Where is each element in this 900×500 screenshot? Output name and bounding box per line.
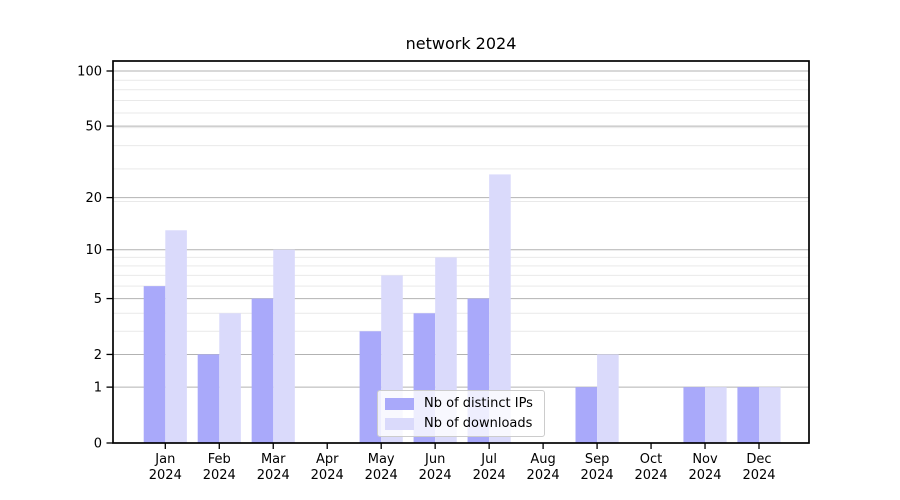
x-tick-label: Jul 2024 [473,452,506,483]
x-tick-label: May 2024 [365,452,398,483]
chart-title: network 2024 [405,34,517,53]
x-tick-label: Feb 2024 [203,452,236,483]
bar-distinct-ips-may [359,331,382,443]
x-tick-label: Mar 2024 [257,452,290,483]
x-tick-label: Dec 2024 [742,452,775,483]
bar-downloads-sep [597,354,619,443]
x-tick-label: Apr 2024 [311,452,344,483]
bar-distinct-ips-dec [737,387,759,443]
x-tick-label: Nov 2024 [688,452,721,483]
legend-swatch-distinct-ips [385,397,414,410]
legend-label-distinct-ips: Nb of distinct IPs [424,396,533,411]
y-tick-label: 1 [94,381,102,396]
plot-border [112,60,810,444]
y-tick-label: 5 [94,292,102,307]
legend-label-downloads: Nb of downloads [424,416,533,431]
bar-distinct-ips-nov [683,387,706,443]
legend-entry-downloads: Nb of downloads [385,415,536,432]
bar-downloads-jul [489,174,511,444]
x-tick-label: Jan 2024 [149,452,182,483]
bar-downloads-dec [759,387,781,443]
bar-downloads-nov [705,387,727,443]
x-tick-label: Oct 2024 [635,452,668,483]
bar-downloads-mar [273,249,295,443]
bar-downloads-jan [165,230,187,443]
bar-distinct-ips-mar [251,298,274,443]
y-tick-label: 10 [85,243,102,258]
y-tick-label: 0 [94,437,102,452]
y-tick-label: 100 [77,65,102,80]
legend-entry-distinct-ips: Nb of distinct IPs [385,395,536,412]
bar-distinct-ips-jan [143,286,166,443]
bar-downloads-feb [219,313,241,443]
y-tick-label: 20 [85,191,102,206]
legend-swatch-downloads [385,417,414,430]
y-tick-label: 2 [94,348,102,363]
x-tick-label: Sep 2024 [581,452,614,483]
x-tick-label: Aug 2024 [527,452,560,483]
legend: Nb of distinct IPs Nb of downloads [377,390,545,437]
bar-distinct-ips-sep [575,387,598,443]
y-tick-label: 50 [85,120,102,135]
x-tick-label: Jun 2024 [419,452,452,483]
bar-distinct-ips-feb [197,354,220,443]
